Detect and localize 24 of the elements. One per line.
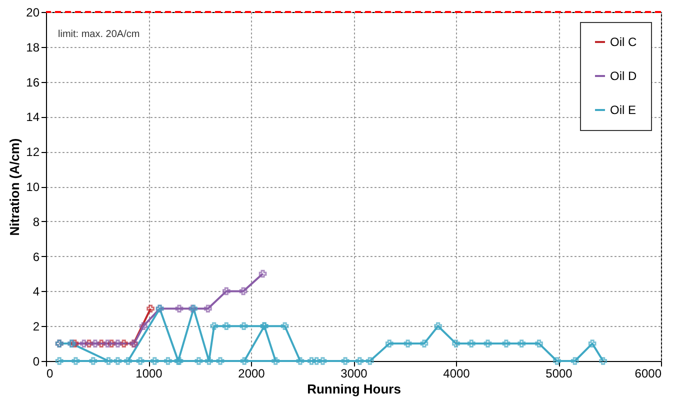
- legend-label: Oil C: [610, 35, 637, 49]
- x-tick-label: 1000: [136, 366, 163, 380]
- x-tick-label: 4000: [443, 366, 470, 380]
- y-tick-label: 4: [32, 284, 40, 299]
- y-tick-label: 6: [32, 250, 40, 264]
- y-tick-label: 8: [32, 214, 40, 229]
- y-tick-label: 16: [26, 75, 40, 90]
- x-tick-label: 6000: [634, 366, 662, 380]
- y-tick-label: 14: [26, 110, 40, 124]
- y-axis-title: Nitration (A/cm): [7, 138, 22, 236]
- x-tick-label: 5000: [546, 366, 573, 380]
- y-tick-label: 18: [26, 40, 40, 54]
- y-tick-label: 10: [26, 180, 40, 194]
- y-tick-label: 12: [26, 145, 40, 160]
- x-tick-label: 2000: [238, 366, 266, 380]
- annotation: limit: max. 20A/cm: [58, 29, 140, 40]
- y-tick-label: 2: [32, 320, 40, 334]
- y-tick-label: 0: [32, 354, 40, 368]
- legend-label: Oil D: [610, 69, 637, 83]
- legend-label: Oil E: [610, 103, 636, 117]
- x-tick-label: 3000: [340, 366, 368, 380]
- y-tick-label: 20: [26, 6, 40, 20]
- x-axis-title: Running Hours: [307, 382, 401, 396]
- x-tick-label: 0: [46, 366, 54, 380]
